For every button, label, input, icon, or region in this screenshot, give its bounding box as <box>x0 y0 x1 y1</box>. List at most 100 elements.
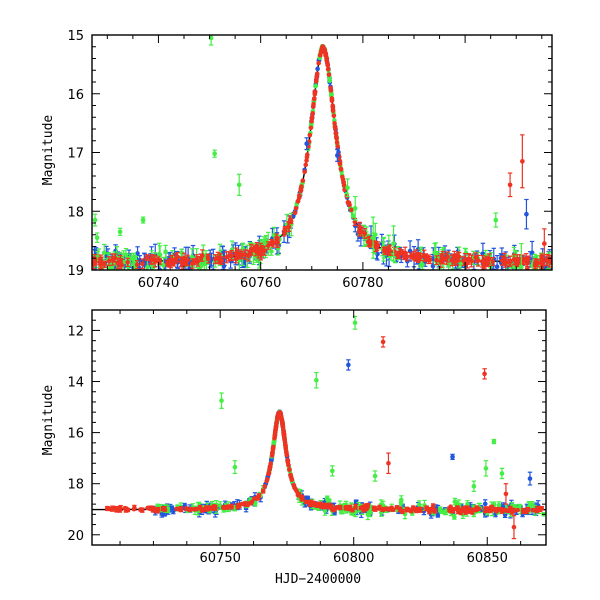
data-point-red <box>364 506 369 512</box>
data-point-red <box>299 495 305 501</box>
data-point-green <box>269 249 274 254</box>
data-point-red <box>185 258 190 263</box>
outlier-point-green <box>391 241 396 246</box>
data-point-red <box>503 260 509 265</box>
data-point-red <box>356 229 362 234</box>
data-point-red <box>484 506 490 511</box>
data-point-red <box>283 442 288 448</box>
data-point-green <box>198 263 204 269</box>
y-tick-label: 17 <box>67 147 84 162</box>
top-y-axis-title: Magnitude <box>41 115 56 186</box>
data-point-red <box>268 461 273 466</box>
data-point-red <box>445 254 451 260</box>
data-point-red <box>329 504 334 509</box>
data-point-green <box>452 514 457 520</box>
data-point-green <box>108 265 114 270</box>
data-point-red <box>314 74 320 80</box>
data-point-red <box>325 66 331 72</box>
data-point-red <box>144 255 150 260</box>
data-point-red <box>285 458 291 464</box>
data-point-red <box>283 449 289 455</box>
data-point-red <box>287 217 293 222</box>
data-point-red <box>98 261 103 266</box>
data-point-red <box>246 253 251 259</box>
data-point-red <box>114 506 120 512</box>
data-point-red <box>330 103 336 108</box>
x-tick-label: 60740 <box>138 276 179 291</box>
data-point-red <box>490 259 496 264</box>
data-point-red <box>334 140 340 145</box>
data-point-red <box>299 184 304 189</box>
data-point-red <box>415 254 421 260</box>
bottom-panel: 60750 60800 60850 12 14 16 18 20 <box>67 309 547 566</box>
data-point-red <box>262 484 268 489</box>
outlier-point-green <box>345 185 350 191</box>
data-point-red <box>112 255 118 261</box>
data-point-red <box>289 477 295 483</box>
data-point-red <box>280 421 285 427</box>
data-point-red <box>325 60 330 66</box>
data-point-red <box>452 254 457 259</box>
data-point-red <box>411 505 416 511</box>
outlier-point-red <box>482 371 487 377</box>
data-point-red <box>377 505 382 511</box>
outlier-point-green <box>140 217 146 223</box>
data-point-red <box>308 125 314 131</box>
outlier-point-green <box>92 217 98 223</box>
data-point-red <box>204 505 210 511</box>
data-point-red <box>432 508 438 514</box>
data-point-red <box>267 467 272 472</box>
outlier-point-red <box>507 182 513 188</box>
data-point-red <box>272 433 278 438</box>
data-point-red <box>303 162 309 168</box>
data-point-red <box>313 79 319 84</box>
data-point-green <box>263 239 269 244</box>
data-point-red <box>173 256 179 261</box>
data-point-red <box>371 506 377 511</box>
data-point-green <box>496 502 502 508</box>
data-point-red <box>482 262 487 267</box>
bottom-x-axis-title: HJD−2400000 <box>275 572 361 587</box>
data-point-red <box>466 507 472 512</box>
data-point-green <box>327 78 333 84</box>
data-point-red <box>375 242 381 248</box>
data-point-red <box>332 124 338 130</box>
data-point-red <box>274 420 279 426</box>
data-point-red <box>194 257 199 262</box>
data-point-red <box>178 506 184 511</box>
data-point-red <box>381 247 387 253</box>
y-tick-label: 15 <box>67 29 84 44</box>
data-point-green <box>416 502 422 508</box>
data-point-red <box>282 437 287 443</box>
data-point-red <box>402 254 407 260</box>
data-point-red <box>333 130 339 136</box>
outlier-point-red <box>380 339 386 345</box>
data-point-red <box>291 482 297 488</box>
data-point-red <box>334 134 339 140</box>
data-point-red <box>348 207 354 213</box>
data-point-red <box>278 412 283 417</box>
data-point-red <box>182 261 187 266</box>
y-tick-label: 14 <box>67 376 84 391</box>
outlier-point-green <box>236 182 242 188</box>
x-tick-label: 60850 <box>467 551 508 566</box>
data-point-blue <box>315 66 320 72</box>
data-point-red <box>470 507 476 513</box>
outlier-point-green <box>314 377 319 383</box>
data-point-red <box>434 257 439 263</box>
data-point-red <box>229 504 234 509</box>
data-point-red <box>338 167 344 172</box>
outlier-point-red <box>386 460 391 466</box>
data-point-red <box>162 507 168 513</box>
data-point-red <box>300 178 306 183</box>
data-point-red <box>346 200 351 206</box>
data-point-red <box>305 152 310 157</box>
data-point-green <box>189 254 195 260</box>
data-point-red <box>282 230 287 236</box>
data-point-red <box>530 507 536 513</box>
x-tick-label: 60800 <box>444 276 485 291</box>
data-point-red <box>511 508 516 513</box>
x-tick-label: 60760 <box>240 276 281 291</box>
data-point-red <box>343 505 349 511</box>
data-point-red <box>295 199 301 204</box>
